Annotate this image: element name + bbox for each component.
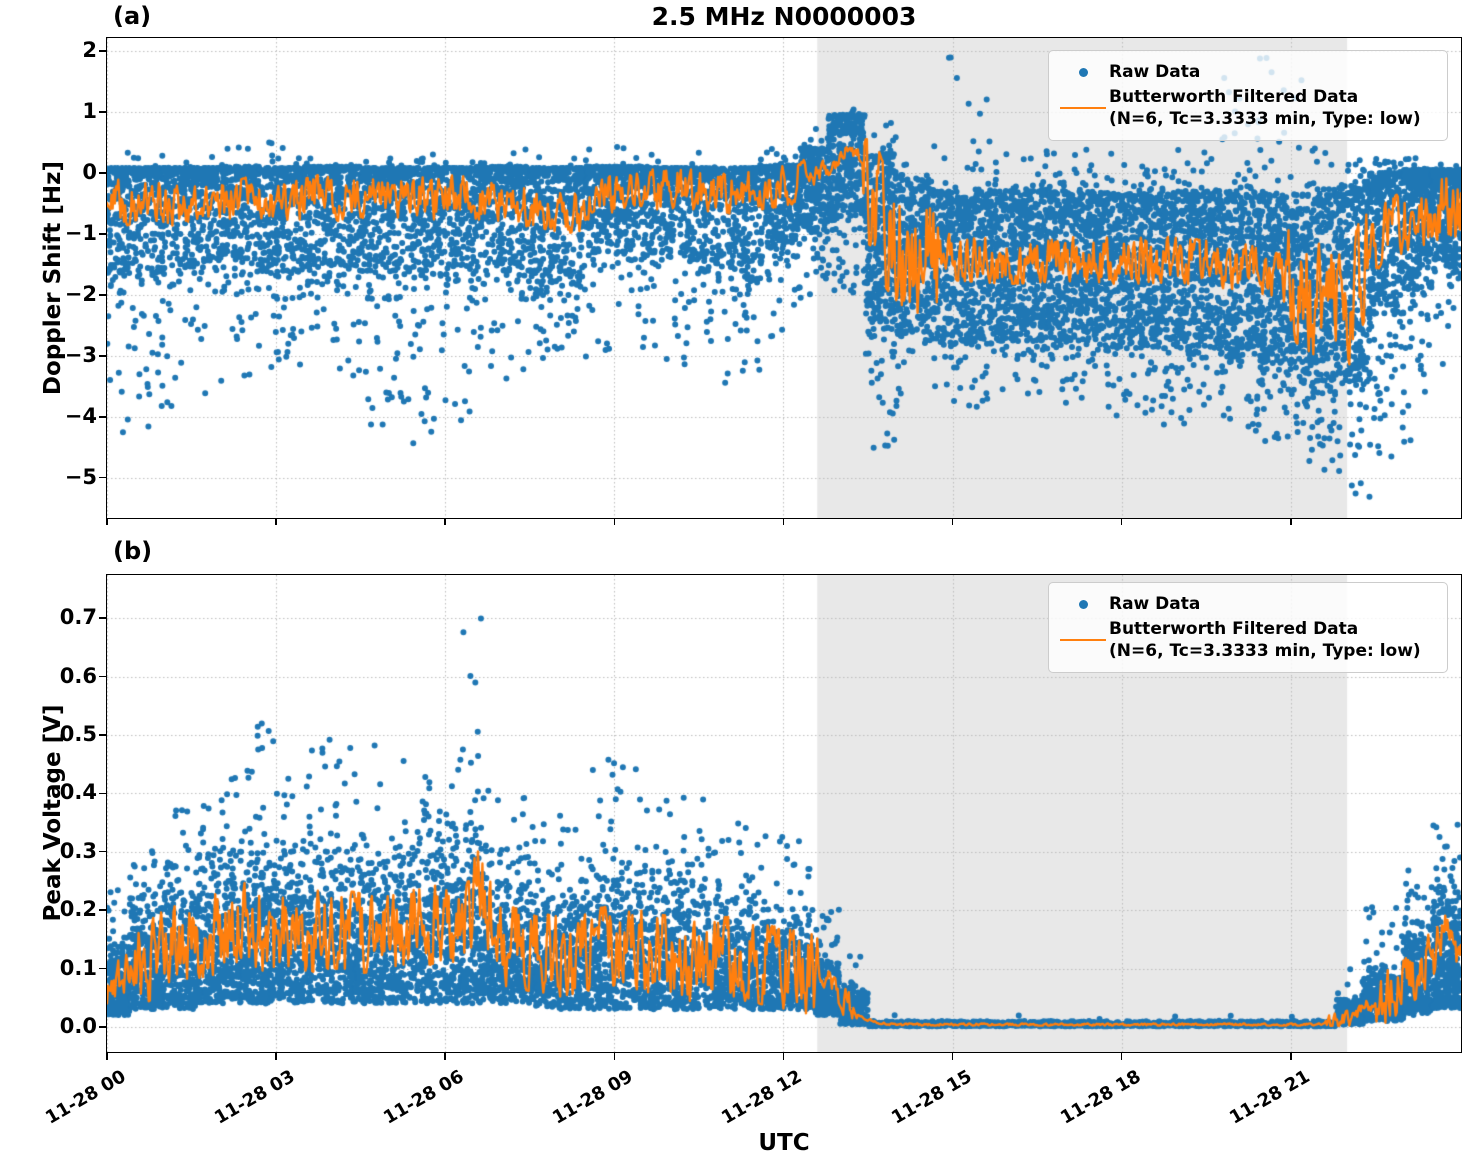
x-tick-mark <box>951 518 954 525</box>
y-tick-mark <box>99 172 107 174</box>
y-tick-mark <box>99 233 107 235</box>
legend-raw-label: Raw Data <box>1109 594 1201 614</box>
x-tick-mark <box>951 1052 954 1060</box>
legend-entry-raw: Raw Data <box>1057 593 1439 615</box>
filtered-line-marker-icon <box>1057 107 1109 110</box>
legend-entry-filtered: Butterworth Filtered Data (N=6, Tc=3.3333… <box>1057 86 1439 130</box>
y-tick-mark <box>99 1026 107 1028</box>
x-tick-label: 11-28 15 <box>887 1066 976 1129</box>
page-title: 2.5 MHz N0000003 <box>651 2 917 31</box>
y-tick-mark <box>99 416 107 418</box>
legend-filtered-label: Butterworth Filtered Data (N=6, Tc=3.3333… <box>1109 87 1421 130</box>
y-tick-label: 2 <box>82 37 97 62</box>
x-tick-mark <box>1290 518 1292 525</box>
raw-data-marker-icon <box>1057 67 1109 77</box>
x-tick-mark <box>275 518 277 525</box>
y-tick-label: −1 <box>64 220 97 245</box>
x-tick-mark <box>444 1052 446 1060</box>
x-tick-label: 11-28 21 <box>1225 1066 1314 1129</box>
x-tick-label: 11-28 03 <box>211 1066 299 1129</box>
y-tick-mark <box>99 617 107 619</box>
x-axis-label: UTC <box>758 1130 810 1156</box>
y-tick-label: −5 <box>64 464 97 489</box>
y-tick-mark <box>99 850 107 853</box>
x-tick-mark <box>782 518 785 525</box>
y-tick-label: 0.6 <box>59 663 97 688</box>
y-tick-mark <box>99 792 107 795</box>
raw-data-marker-icon <box>1057 599 1109 609</box>
x-tick-label: 11-28 06 <box>380 1066 468 1129</box>
y-tick-label: −4 <box>64 403 97 428</box>
y-tick-mark <box>99 50 107 52</box>
x-tick-mark <box>275 1052 277 1060</box>
y-tick-mark <box>99 734 107 736</box>
x-tick-mark <box>1120 518 1123 525</box>
x-tick-mark <box>1120 1052 1123 1060</box>
y-tick-label: 0.2 <box>59 897 97 922</box>
legend-panel-b: Raw Data Butterworth Filtered Data (N=6, … <box>1048 582 1448 674</box>
x-tick-mark <box>106 1052 108 1060</box>
y-tick-label: 1 <box>82 98 97 123</box>
legend-panel-a: Raw Data Butterworth Filtered Data (N=6, … <box>1048 50 1448 142</box>
y-tick-label: 0.3 <box>59 838 97 863</box>
x-tick-mark <box>106 518 108 525</box>
legend-raw-label: Raw Data <box>1109 62 1201 82</box>
y-tick-mark <box>99 111 107 113</box>
panel-b-tag: (b) <box>113 537 153 565</box>
y-tick-mark <box>99 476 107 479</box>
x-tick-mark <box>444 518 446 525</box>
x-tick-mark <box>613 518 616 525</box>
y-tick-label: 0.4 <box>59 780 97 805</box>
y-tick-label: 0.0 <box>59 1013 97 1038</box>
legend-entry-raw: Raw Data <box>1057 61 1439 83</box>
y-tick-mark <box>99 294 107 296</box>
x-tick-mark <box>613 1052 616 1060</box>
y-tick-label: −3 <box>64 342 97 367</box>
legend-filtered-label: Butterworth Filtered Data (N=6, Tc=3.3333… <box>1109 619 1421 662</box>
filtered-line-marker-icon <box>1057 639 1109 642</box>
y-tick-label: 0.1 <box>59 955 97 980</box>
y-tick-mark <box>99 909 107 911</box>
y-tick-label: −2 <box>64 281 97 306</box>
x-tick-label: 11-28 00 <box>42 1066 130 1129</box>
x-tick-label: 11-28 18 <box>1056 1066 1145 1129</box>
y-tick-mark <box>99 675 107 678</box>
x-tick-label: 11-28 09 <box>549 1066 637 1129</box>
x-tick-label: 11-28 12 <box>718 1066 806 1129</box>
y-tick-label: 0.7 <box>59 605 97 630</box>
legend-entry-filtered: Butterworth Filtered Data (N=6, Tc=3.3333… <box>1057 618 1439 662</box>
y-tick-label: 0 <box>82 159 97 184</box>
y-tick-label: 0.5 <box>59 721 97 746</box>
y-tick-mark <box>99 967 107 970</box>
y-tick-mark <box>99 355 107 357</box>
x-tick-mark <box>782 1052 785 1060</box>
panel-a-tag: (a) <box>113 2 152 30</box>
x-tick-mark <box>1290 1052 1292 1060</box>
